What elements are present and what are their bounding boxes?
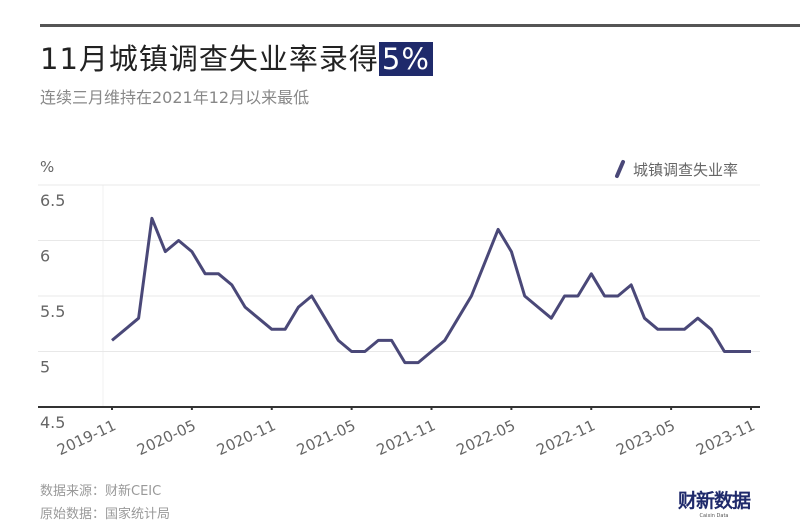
y-tick-label: 5 (40, 358, 50, 377)
x-tick-label: 2021-11 (374, 416, 438, 459)
chart-title: 11月城镇调查失业率录得 5% (40, 36, 433, 78)
y-axis-unit: % (40, 158, 54, 176)
x-tick-label: 2023-05 (613, 416, 677, 459)
title-text: 11月城镇调查失业率录得 (40, 42, 379, 76)
x-tick-label: 2022-05 (454, 416, 518, 459)
y-tick-label: 5.5 (40, 302, 65, 321)
series-line-unemployment-rate (111, 216, 751, 365)
y-tick-label: 6.5 (40, 191, 65, 210)
caixin-data-logo: 财新数据 Caixin Data (678, 486, 751, 519)
x-tick-label: 2022-11 (534, 416, 598, 459)
chart-subtitle: 连续三月维持在2021年12月以来最低 (40, 88, 310, 107)
logo-text: 财新数据 (678, 490, 751, 512)
y-tick-label: 4.5 (40, 413, 65, 432)
top-rule (40, 24, 800, 27)
x-tick-label: 2021-05 (294, 416, 358, 459)
footer-origin: 原始数据：国家统计局 (40, 507, 171, 522)
y-tick-label: 6 (40, 247, 50, 266)
legend-swatch (615, 160, 625, 178)
title-highlight: 5% (378, 42, 433, 76)
legend-label: 城镇调查失业率 (633, 161, 738, 179)
footer-source: 数据来源：财新CEIC (40, 484, 162, 499)
logo-sub: Caixin Data (699, 513, 729, 519)
x-tick-label: 2020-11 (214, 416, 278, 459)
x-tick-label: 2023-11 (693, 416, 757, 459)
x-tick-label: 2020-05 (134, 416, 198, 459)
